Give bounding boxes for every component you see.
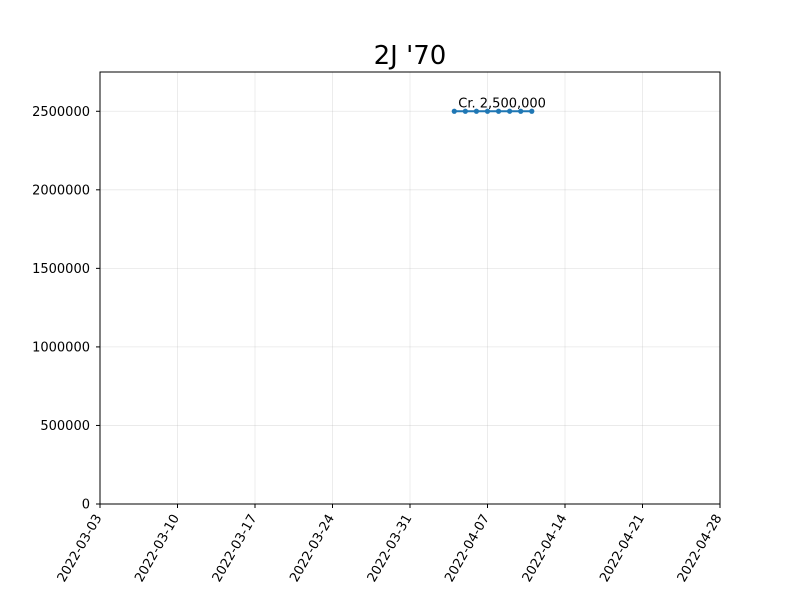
grid-layer <box>99 72 721 505</box>
annotation-layer: Cr. 2,500,000 <box>458 96 546 111</box>
y-tick-label: 0 <box>82 498 90 513</box>
y-tick-label: 1000000 <box>32 340 90 355</box>
y-tick-label: 2500000 <box>32 105 90 120</box>
data-point <box>451 108 457 114</box>
annotation-label: Cr. 2,500,000 <box>458 96 546 111</box>
y-tick-label: 500000 <box>40 419 90 434</box>
data-point <box>473 108 480 114</box>
chart-title: 2J '70 <box>374 41 447 71</box>
series-layer <box>451 108 535 114</box>
data-point <box>495 108 502 114</box>
data-point <box>484 108 491 114</box>
data-point <box>529 108 535 114</box>
data-point <box>507 108 513 114</box>
y-tick-label: 2000000 <box>32 183 90 198</box>
data-point <box>518 108 524 114</box>
y-tick-label: 1500000 <box>32 262 90 277</box>
data-point <box>462 108 468 114</box>
plot-frame <box>99 71 721 505</box>
